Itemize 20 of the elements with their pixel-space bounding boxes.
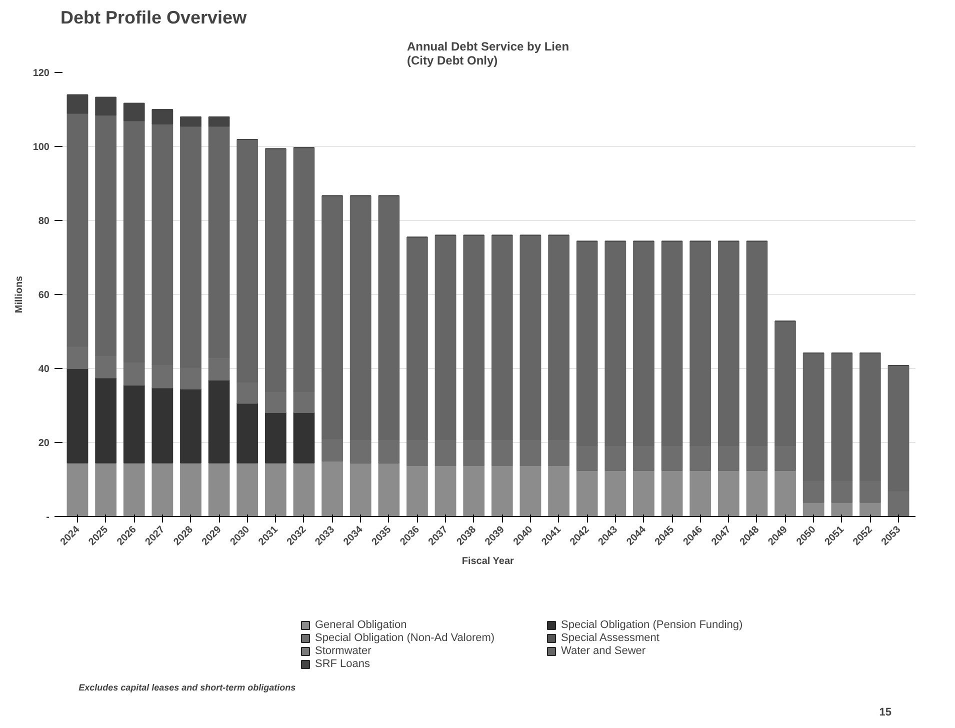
y-tick-label: 100 [32,142,50,153]
y-tick-label: 120 [32,68,50,79]
y-tick-label: 60 [38,290,50,301]
y-tick-label: 80 [38,216,50,227]
chart-subtitle: Annual Debt Service by Lien (City Debt Only) [406,40,570,68]
legend-label: SRF Loans [315,658,372,670]
legend-label: General Obligation [315,619,408,631]
legend-label: Special Assessment [561,632,660,644]
text: Excludes capital leases and short-term obligations [78,682,296,692]
y-tick-label: 40 [38,364,50,375]
y-tick-label: - [46,512,50,523]
legend-label: Water and Sewer [561,645,647,657]
chart-title: Debt Profile Overview [60,8,248,28]
legend-label: Special Obligation (Pension Funding) [561,619,744,631]
text: 15 [879,706,892,718]
y-tick-label: 20 [38,438,50,449]
y-axis-title: Millions [14,275,25,314]
x-axis-title: Fiscal Year [462,556,514,568]
legend-label: Special Obligation (Non-Ad Valorem) [315,632,496,644]
legend-label: Stormwater [315,645,372,657]
